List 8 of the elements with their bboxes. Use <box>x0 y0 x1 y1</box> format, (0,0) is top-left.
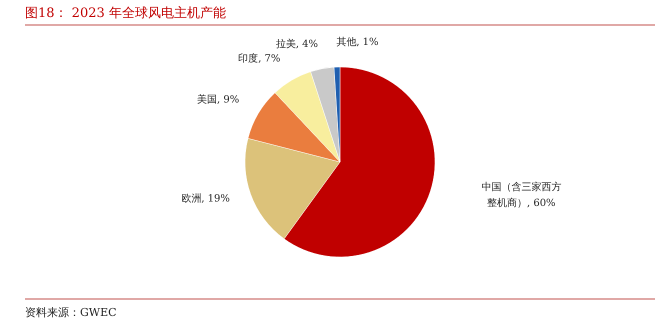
slice-label: 美国, 9% <box>197 93 240 106</box>
slice-label: 其他, 1% <box>336 36 379 48</box>
slice-label: 拉美, 4% <box>276 38 318 50</box>
text: 资料来源：GWEC <box>25 306 117 319</box>
chart-title: 图18： 2023 年全球风电主机产能 <box>25 5 226 21</box>
slice-label: 印度, 7% <box>238 52 280 64</box>
slice-label: 欧洲, 19% <box>181 192 230 205</box>
slice-label: 中国（含三家西方整机商）, 60% <box>481 181 562 210</box>
